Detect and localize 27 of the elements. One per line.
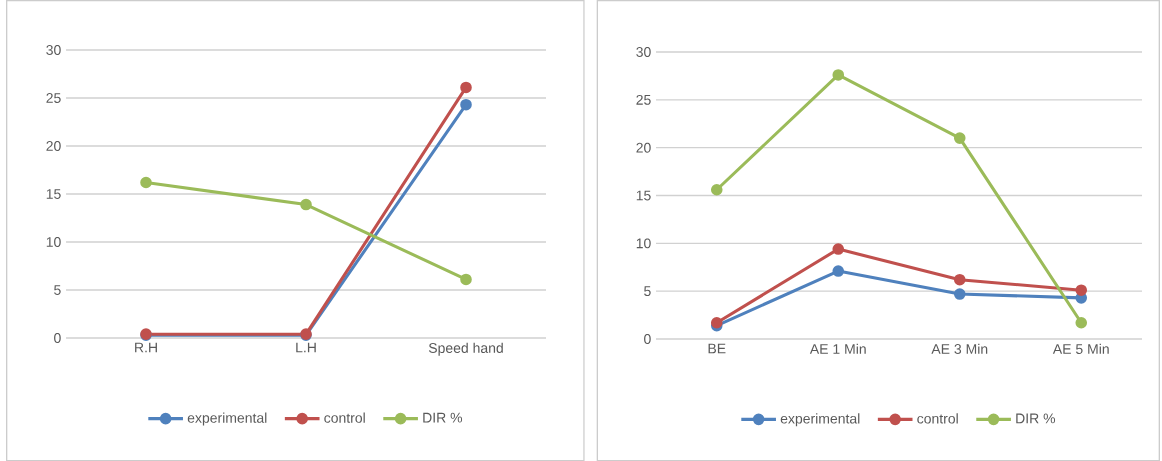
y-tick-label: 25: [636, 94, 651, 105]
x-tick-label: R.H: [135, 342, 157, 353]
x-tick-label: BE: [708, 343, 726, 354]
y-tick-label: 10: [46, 236, 61, 247]
y-tick-label: 0: [644, 333, 651, 344]
y-tick-label: 30: [46, 44, 61, 55]
legend-label: DIR %: [423, 412, 463, 423]
x-tick-label: AE 1 Min: [809, 343, 866, 354]
y-tick-label: 30: [636, 46, 651, 57]
legend-label: experimental: [187, 412, 267, 426]
x-tick-label: AE 5 Min: [1052, 343, 1109, 354]
legend-label: experimental: [780, 413, 860, 427]
y-tick-label: 5: [54, 284, 61, 295]
y-tick-label: 25: [46, 92, 61, 103]
y-tick-label: 20: [46, 140, 61, 151]
y-tick-label: 20: [636, 142, 651, 153]
y-tick-label: 0: [54, 332, 61, 343]
legend-label: DIR %: [1016, 413, 1056, 424]
x-tick-label: L.H: [296, 342, 316, 353]
legend-label: control: [917, 413, 958, 424]
legend-label: control: [324, 412, 365, 423]
y-tick-label: 10: [636, 238, 651, 249]
x-tick-label: AE 3 Min: [931, 343, 988, 354]
y-tick-label: 15: [636, 190, 651, 201]
y-tick-label: 5: [644, 286, 651, 296]
x-tick-label: Speed hand: [428, 342, 503, 356]
y-tick-label: 15: [46, 188, 61, 199]
